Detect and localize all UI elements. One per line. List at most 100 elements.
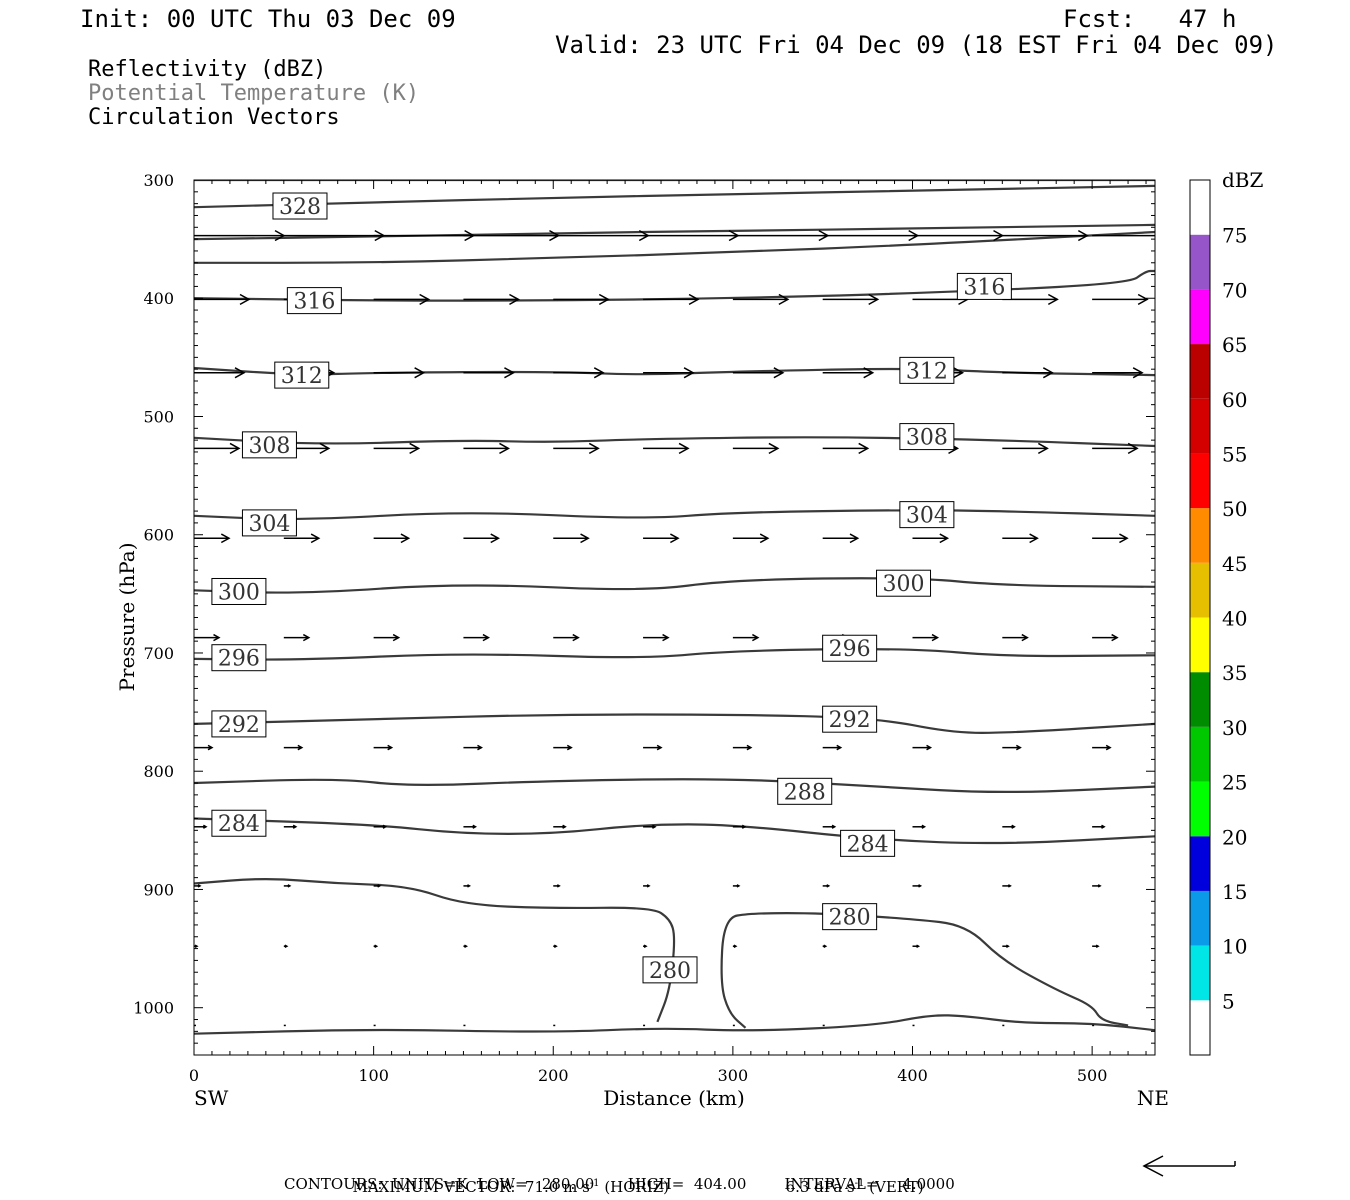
vector-arrow-7-2 — [373, 824, 388, 829]
colorbar-level: 5 — [1222, 989, 1235, 1013]
colorbar-segment — [1190, 398, 1210, 454]
contour-312-5 — [194, 366, 1155, 377]
vector-arrow-2-6 — [732, 367, 785, 379]
vert-exponent: -1 — [854, 1178, 865, 1189]
vector-arrow-9-8 — [912, 944, 921, 948]
contour-label: 304 — [241, 509, 297, 537]
colorbar-level: 35 — [1222, 661, 1247, 685]
contour-280-15 — [194, 1014, 1155, 1035]
svg-text:308: 308 — [906, 426, 948, 451]
vector-arrow-2-2 — [373, 367, 426, 379]
contour-328-0 — [194, 184, 1155, 209]
contour-288-11 — [194, 778, 1155, 793]
vert-value: 6.3 dPa s — [785, 1178, 855, 1196]
svg-text:312: 312 — [906, 359, 948, 384]
vector-arrow-3-10 — [1092, 442, 1139, 455]
vector-arrow-6-4 — [553, 744, 573, 751]
vector-arrow-0-2 — [373, 229, 476, 242]
svg-text:284: 284 — [847, 832, 889, 857]
vector-arrow-9-10 — [1092, 944, 1100, 948]
vector-arrow-9-1 — [283, 944, 289, 948]
vert-label: (VERT) — [869, 1178, 924, 1196]
contour-300-8 — [194, 577, 1155, 594]
vector-arrow-7-7 — [822, 824, 837, 829]
vector-arrow-8-8 — [912, 884, 923, 888]
x-tick-label: 400 — [897, 1066, 928, 1085]
svg-text:312: 312 — [281, 364, 323, 389]
circulation-vectors — [194, 229, 1155, 1027]
vector-arrow-6-8 — [912, 744, 933, 751]
colorbar-level: 10 — [1222, 935, 1247, 959]
contour-280-14 — [720, 911, 1129, 1029]
svg-text:300: 300 — [883, 572, 925, 597]
contour-320-2 — [194, 223, 1155, 241]
vector-arrow-0-7 — [822, 229, 920, 242]
svg-text:292: 292 — [829, 708, 871, 733]
colorbar-segment — [1190, 344, 1210, 399]
y-tick-label: 300 — [143, 171, 174, 190]
vector-arrow-3-0 — [194, 442, 241, 455]
vector-arrow-9-2 — [373, 944, 379, 948]
vector-arrow-7-3 — [463, 824, 477, 829]
vector-arrow-8-4 — [553, 884, 561, 888]
contour-296-9 — [194, 648, 1155, 661]
vector-arrow-0-10 — [1092, 234, 1155, 237]
vector-arrow-3-2 — [373, 442, 421, 455]
vector-arrow-0-8 — [912, 229, 1005, 242]
vector-arrow-7-10 — [1092, 824, 1106, 829]
contour-label: 284 — [211, 809, 267, 837]
vector-arrow-5-4 — [553, 633, 580, 642]
colorbar-level: 45 — [1222, 552, 1247, 576]
contour-label: 328 — [272, 192, 328, 220]
vector-arrow-8-3 — [463, 884, 471, 888]
vector-arrow-8-1 — [283, 884, 292, 888]
legend-vectors: Circulation Vectors — [88, 105, 340, 130]
max-vector-text: MAXIMUM VECTOR: 71.0 m s — [352, 1178, 590, 1196]
y-tick-label: 900 — [143, 880, 174, 899]
colorbar-segment — [1190, 562, 1210, 618]
svg-text:296: 296 — [829, 637, 871, 662]
svg-text:280: 280 — [829, 906, 871, 931]
vector-arrow-4-9 — [1002, 533, 1039, 544]
vector-arrow-2-5 — [643, 367, 695, 379]
svg-text:328: 328 — [279, 195, 321, 220]
colorbar-segment — [1190, 781, 1210, 837]
vector-arrow-3-7 — [822, 442, 870, 455]
svg-text:316: 316 — [963, 275, 1005, 300]
vector-arrow-6-5 — [643, 744, 663, 751]
y-tick-label: 1000 — [133, 999, 174, 1018]
contour-308-6 — [194, 436, 1155, 448]
svg-text:304: 304 — [248, 512, 290, 537]
vector-arrow-6-2 — [373, 744, 394, 751]
vector-arrow-8-2 — [373, 884, 382, 888]
colorbar-segment — [1190, 672, 1210, 727]
vector-arrow-5-0 — [194, 633, 221, 642]
colorbar-level: 60 — [1222, 388, 1247, 412]
colorbar-segment — [1190, 1000, 1210, 1055]
vector-arrow-1-10 — [1092, 293, 1149, 306]
vector-arrow-1-6 — [732, 293, 790, 306]
vector-arrow-5-2 — [373, 633, 401, 642]
y-tick-label: 400 — [143, 289, 174, 308]
vector-arrow-4-7 — [822, 533, 860, 544]
max-vector-line: MAXIMUM VECTOR: 71.0 m s-1 (HORIZ) — [343, 1158, 670, 1196]
contour-label: 292 — [211, 710, 267, 738]
contour-labels: 328 316 316 312 312 308 308 304 304 300 300 296 296 2… — [211, 192, 1012, 984]
svg-text:296: 296 — [218, 647, 260, 672]
vector-arrow-8-9 — [1002, 884, 1012, 888]
x-tick-label: 100 — [358, 1066, 389, 1085]
contour-label: 280 — [642, 956, 698, 984]
y-tick-label: 800 — [143, 762, 174, 781]
contour-info: CONTOURS: UNITS=K LOW= 280.00 HIGH= 404.… — [284, 1175, 955, 1193]
contour-label: 284 — [840, 829, 896, 857]
vector-arrow-1-2 — [373, 293, 431, 306]
axes: 300 400 500 600 700 800 900 1000 0 100 200 300 400 50… — [133, 171, 1155, 1085]
contour-318-3 — [194, 230, 1155, 264]
contour-label: 280 — [822, 903, 878, 931]
vector-arrow-3-9 — [1002, 442, 1049, 455]
vector-arrow-9-3 — [463, 944, 468, 948]
vector-arrow-7-1 — [283, 824, 298, 829]
vector-arrow-2-3 — [463, 367, 515, 379]
contour-label: 296 — [822, 634, 878, 662]
